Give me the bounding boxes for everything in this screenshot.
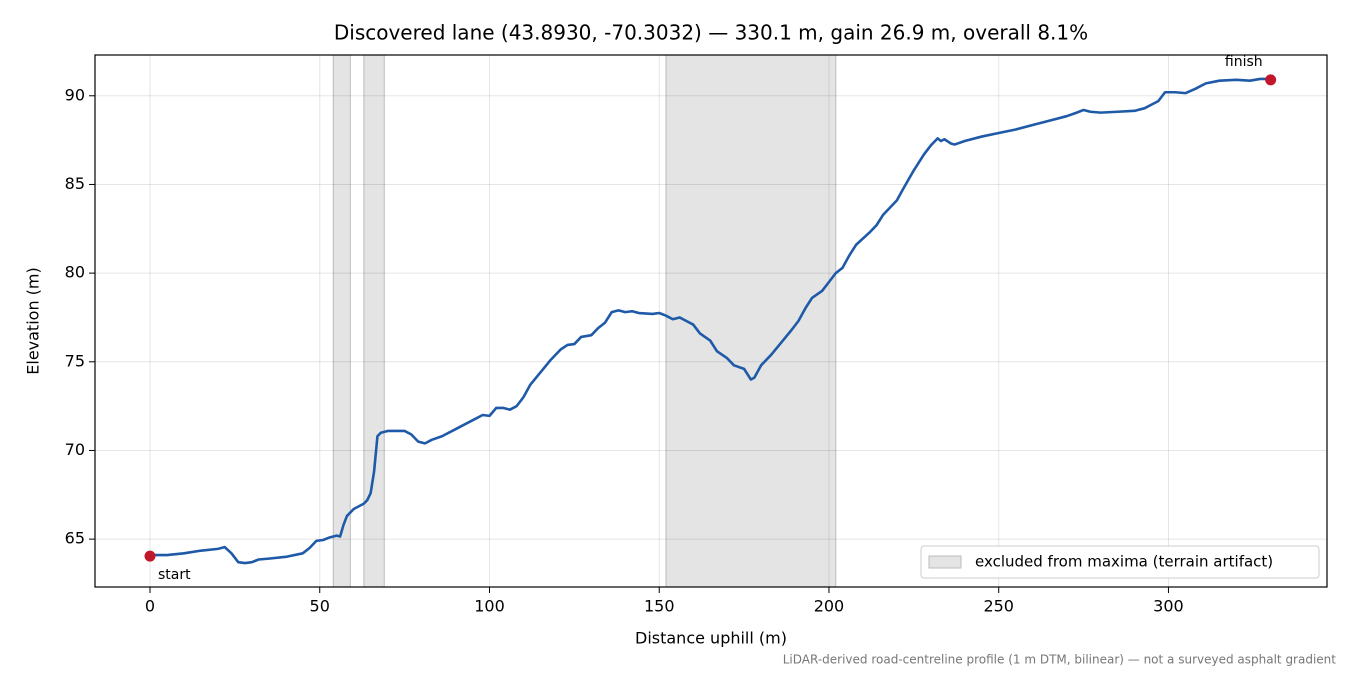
legend-box <box>920 545 1320 579</box>
y-tick-label: 80 <box>65 263 85 282</box>
y-axis-label: Elevation (m) <box>24 267 43 374</box>
y-tick-label: 65 <box>65 529 85 548</box>
x-tick-label: 300 <box>1153 597 1184 616</box>
excluded-band <box>665 54 837 588</box>
y-tick-label: 70 <box>65 440 85 459</box>
x-tick-label: 200 <box>814 597 845 616</box>
x-tick-label: 100 <box>474 597 505 616</box>
endpoint-label: finish <box>1225 54 1263 70</box>
footnote: LiDAR-derived road-centreline profile (1… <box>783 653 1337 667</box>
x-tick-label: 250 <box>983 597 1014 616</box>
legend-swatch <box>928 555 962 569</box>
x-tick-label: 50 <box>310 597 330 616</box>
x-tick-label: 0 <box>145 597 155 616</box>
y-tick-label: 90 <box>65 85 85 104</box>
x-tick-label: 150 <box>644 597 675 616</box>
plot-frame <box>94 54 1328 588</box>
elevation-line <box>150 77 1271 565</box>
excluded-band <box>363 54 385 588</box>
y-tick-label: 85 <box>65 174 85 193</box>
endpoint-marker <box>144 550 156 562</box>
excluded-band <box>332 54 351 588</box>
legend-label: excluded from maxima (terrain artifact) <box>975 553 1273 571</box>
y-tick-label: 75 <box>65 351 85 370</box>
chart-title: Discovered lane (43.8930, -70.3032) — 33… <box>334 21 1088 45</box>
x-axis-label: Distance uphill (m) <box>635 629 787 648</box>
endpoint-label: start <box>158 567 191 583</box>
endpoint-marker <box>1265 74 1277 86</box>
